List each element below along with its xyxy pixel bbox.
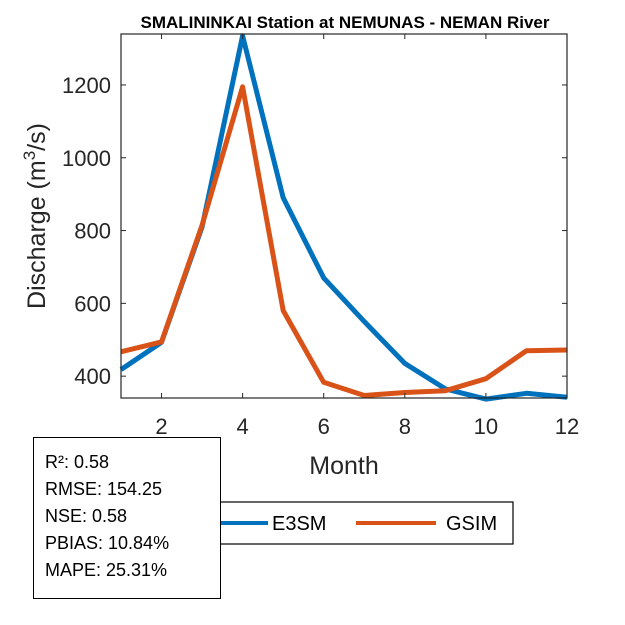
chart-title: SMALININKAI Station at NEMUNAS - NEMAN R…: [141, 13, 550, 32]
stats-box: R²: 0.58 RMSE: 154.25 NSE: 0.58 PBIAS: 1…: [33, 437, 221, 599]
legend: E3SM GSIM: [199, 501, 514, 545]
x-tick-label: 12: [555, 414, 579, 439]
y-tick-label: 800: [74, 219, 111, 244]
x-tick-label: 10: [474, 414, 498, 439]
x-tick-label: 8: [399, 414, 411, 439]
stat-mape: MAPE: 25.31%: [45, 560, 168, 580]
legend-label-e3sm: E3SM: [272, 513, 326, 535]
legend-label-gsim: GSIM: [446, 513, 497, 535]
stat-rmse: RMSE: 154.25: [45, 479, 163, 499]
stat-pbias: PBIAS: 10.84%: [45, 533, 170, 553]
x-axis-label: Month: [309, 452, 378, 480]
x-tick-label: 2: [155, 414, 167, 439]
y-axis-label: Discharge (m3/s): [20, 123, 51, 309]
stat-nse: NSE: 0.58: [45, 506, 128, 526]
y-tick-label: 1000: [62, 146, 111, 171]
series-line-e3sm: [119, 33, 568, 402]
y-tick-label: 600: [74, 291, 111, 316]
x-tick-label: 6: [318, 414, 330, 439]
y-tick-label: 1200: [62, 73, 111, 98]
x-tick-label: 4: [237, 414, 249, 439]
series-line-gsim: [120, 84, 568, 398]
plot-frame: [120, 33, 568, 399]
stat-r2: R²: 0.58: [45, 452, 110, 472]
y-tick-label: 400: [74, 364, 111, 389]
